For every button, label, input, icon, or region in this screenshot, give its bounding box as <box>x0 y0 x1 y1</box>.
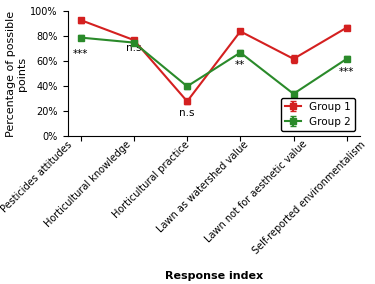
Text: n.s: n.s <box>179 108 195 118</box>
Text: Self-reported environmentalism: Self-reported environmentalism <box>251 139 367 256</box>
Text: **: ** <box>235 60 246 70</box>
Text: Response index: Response index <box>165 271 263 281</box>
Text: ***: *** <box>73 49 88 59</box>
Text: Lawn as watershed value: Lawn as watershed value <box>155 139 250 234</box>
Text: Horticultural knowledge: Horticultural knowledge <box>43 139 133 229</box>
Text: Pesticides attitudes: Pesticides attitudes <box>0 139 75 214</box>
Text: n.s: n.s <box>126 43 142 53</box>
Text: ***: *** <box>286 103 301 113</box>
Text: ***: *** <box>339 67 354 77</box>
Text: Lawn not for aesthetic value: Lawn not for aesthetic value <box>203 139 309 245</box>
Text: Horticultural practice: Horticultural practice <box>111 139 192 220</box>
Y-axis label: Percentage of possible
points: Percentage of possible points <box>6 11 27 137</box>
Legend: Group 1, Group 2: Group 1, Group 2 <box>281 98 355 131</box>
